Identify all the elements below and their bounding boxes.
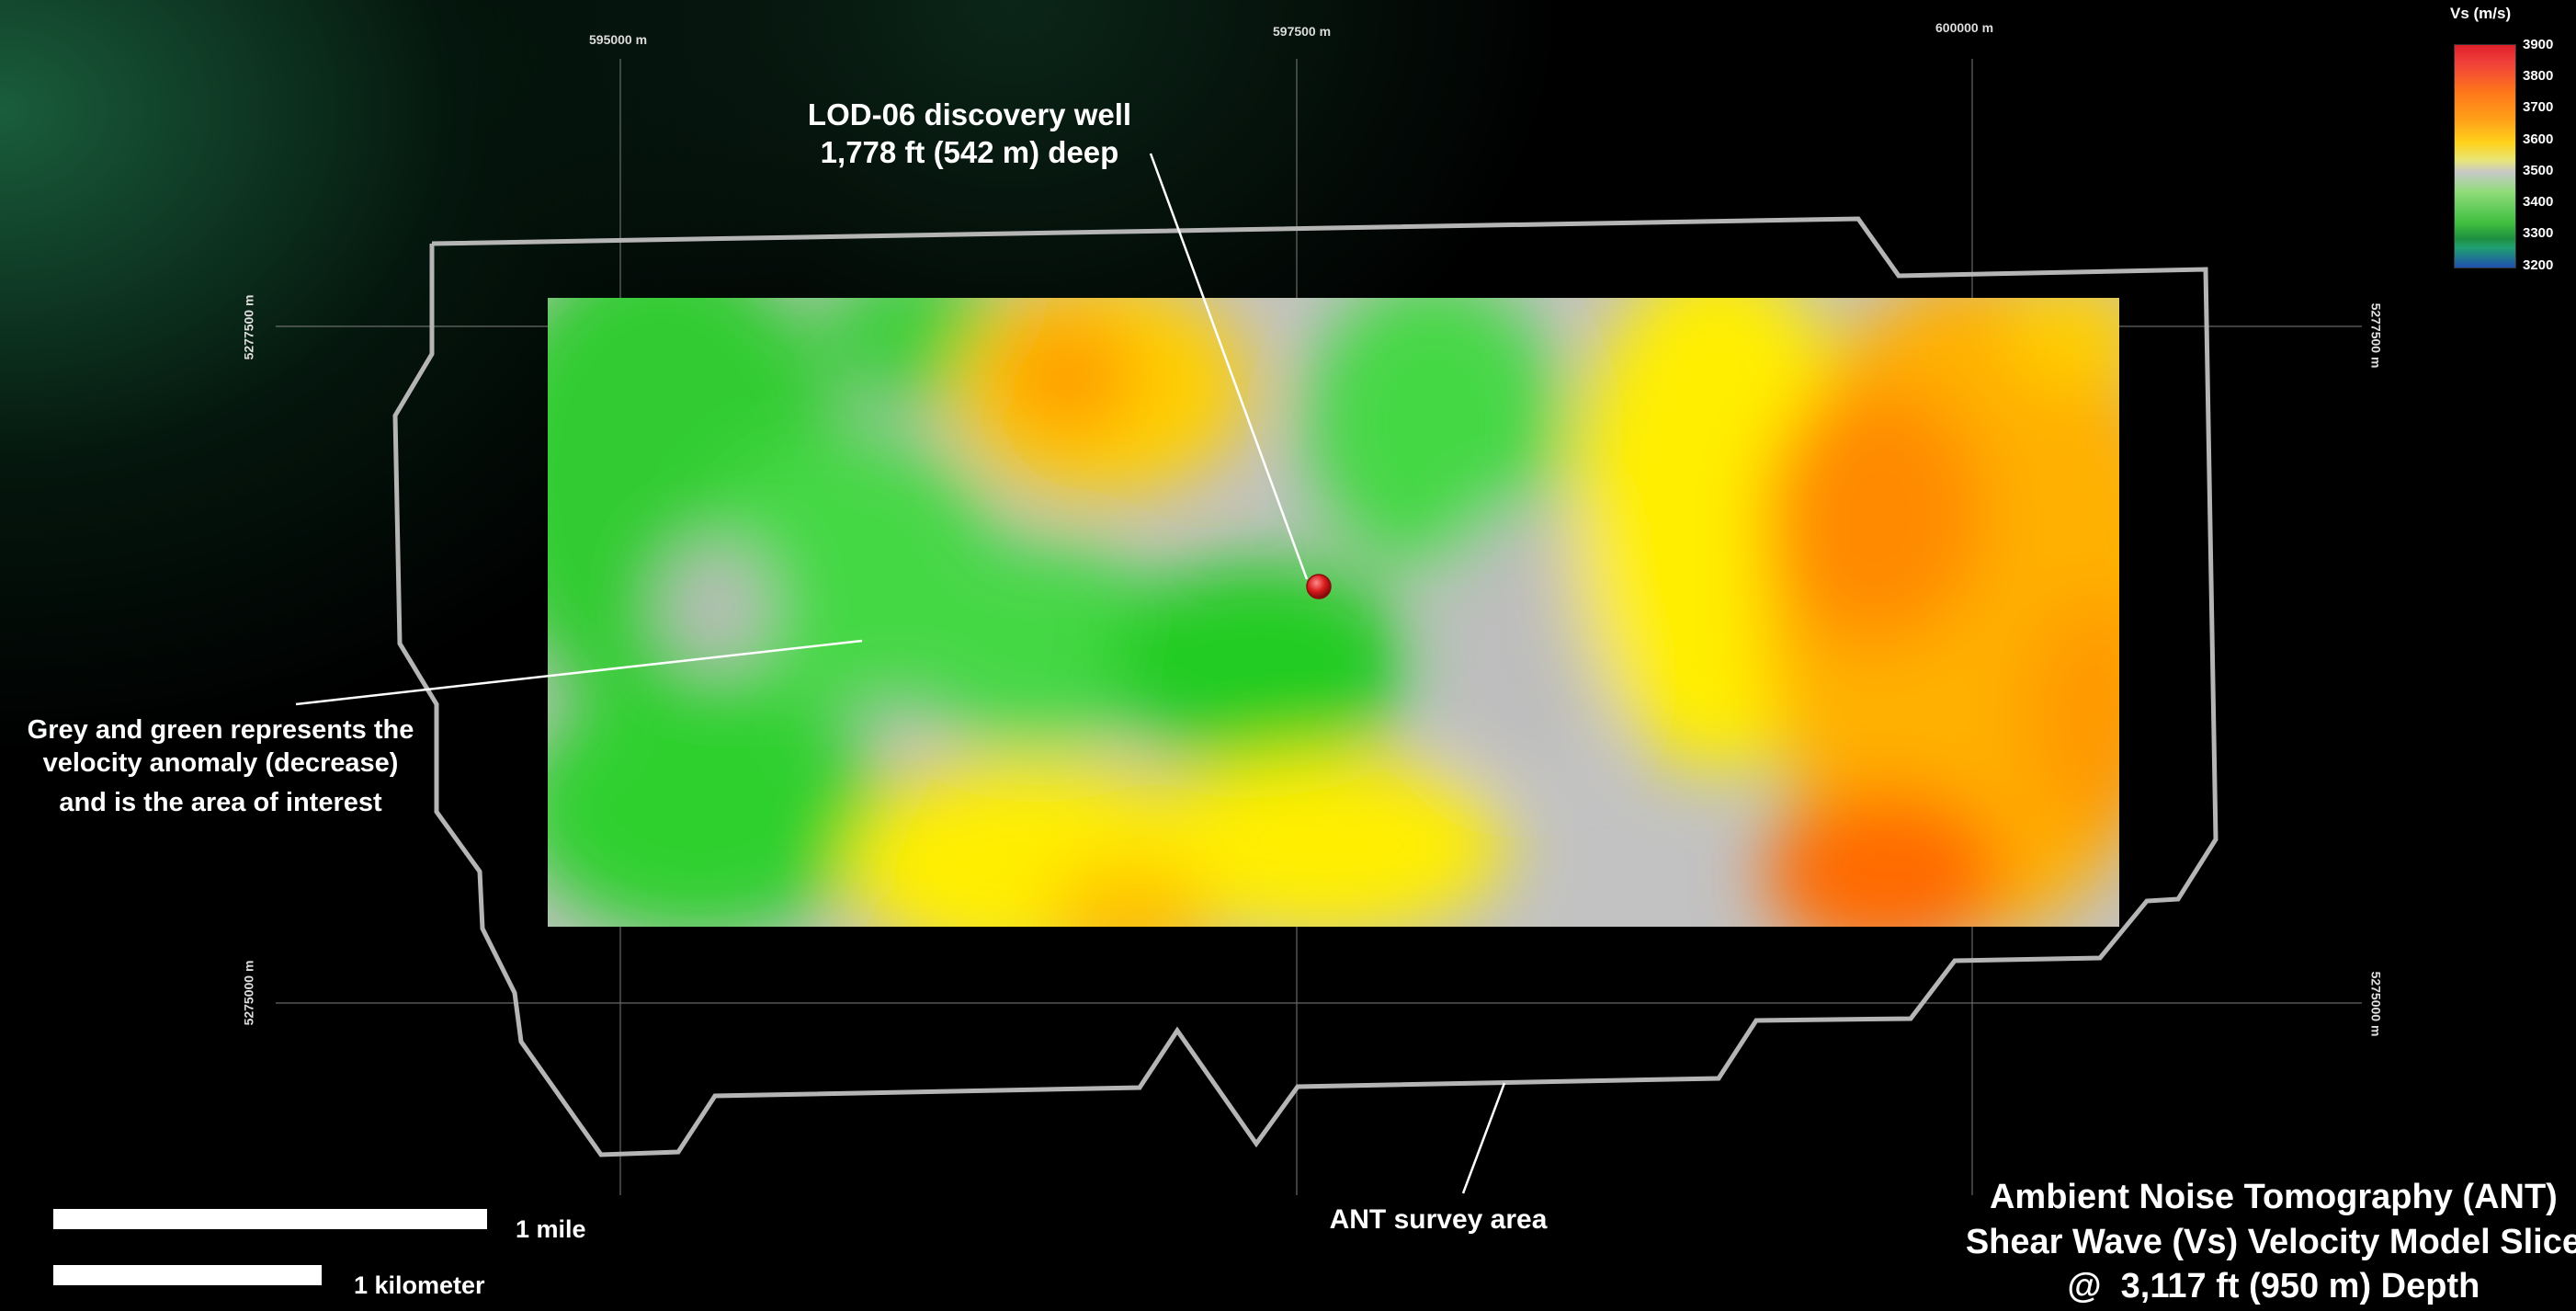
well-annotation: LOD-06 discovery well 1,778 ft (542 m) d… <box>781 96 1158 172</box>
well-annotation-line1: LOD-06 discovery well <box>807 97 1132 131</box>
northing-label-left-5275000: 5275000 m <box>241 960 256 1026</box>
legend-title: Vs (m/s) <box>2450 5 2512 22</box>
survey-area-outline <box>392 216 2219 1157</box>
legend-tick-3500: 3500 <box>2523 163 2554 178</box>
well-callout-line <box>1149 153 1309 580</box>
mile-scale-bar <box>53 1209 487 1229</box>
legend-tick-3300: 3300 <box>2523 225 2554 241</box>
northing-label-right-5275000: 5275000 m <box>2368 971 2384 1037</box>
well-annotation-line2: 1,778 ft (542 m) deep <box>820 135 1119 170</box>
velocity-slice <box>548 298 2119 927</box>
survey-area-label: ANT survey area <box>1329 1204 1548 1235</box>
legend-tick-3800: 3800 <box>2523 68 2554 84</box>
anomaly-callout-line <box>295 639 863 706</box>
km-scale-bar <box>53 1265 322 1285</box>
anomaly-annotation-line3: and is the area of interest <box>59 787 382 817</box>
legend-tick-3900: 3900 <box>2523 37 2554 52</box>
legend-tick-3600: 3600 <box>2523 131 2554 147</box>
km-scale-label: 1 kilometer <box>354 1271 485 1299</box>
map-title-line1: Ambient Noise Tomography (ANT) <box>1989 1178 2558 1216</box>
legend-tick-3700: 3700 <box>2523 99 2554 115</box>
map-title-line2: Shear Wave (Vs) Velocity Model Slice <box>1965 1222 2576 1261</box>
northing-label-left-5277500: 5277500 m <box>241 294 256 360</box>
survey-callout-line <box>1461 1082 1506 1194</box>
anomaly-annotation-line1: Grey and green represents the <box>27 715 414 745</box>
map-title: Ambient Noise Tomography (ANT) Shear Wav… <box>1966 1175 2576 1309</box>
well-marker-icon <box>1306 574 1332 599</box>
easting-label-595000: 595000 m <box>589 32 648 47</box>
anomaly-annotation-line2: velocity anomaly (decrease) <box>42 748 399 779</box>
legend-tick-3200: 3200 <box>2523 257 2554 273</box>
legend-tick-3400: 3400 <box>2523 194 2554 210</box>
mile-scale-label: 1 mile <box>516 1215 586 1243</box>
northing-label-right-5277500: 5277500 m <box>2368 302 2384 369</box>
legend-color-bar <box>2454 44 2516 268</box>
map-title-line3: @ 3,117 ft (950 m) Depth <box>2067 1267 2480 1306</box>
easting-label-600000: 600000 m <box>1935 20 1994 35</box>
anomaly-annotation: Grey and green represents the velocity a… <box>0 713 441 819</box>
easting-label-597500: 597500 m <box>1273 24 1332 39</box>
